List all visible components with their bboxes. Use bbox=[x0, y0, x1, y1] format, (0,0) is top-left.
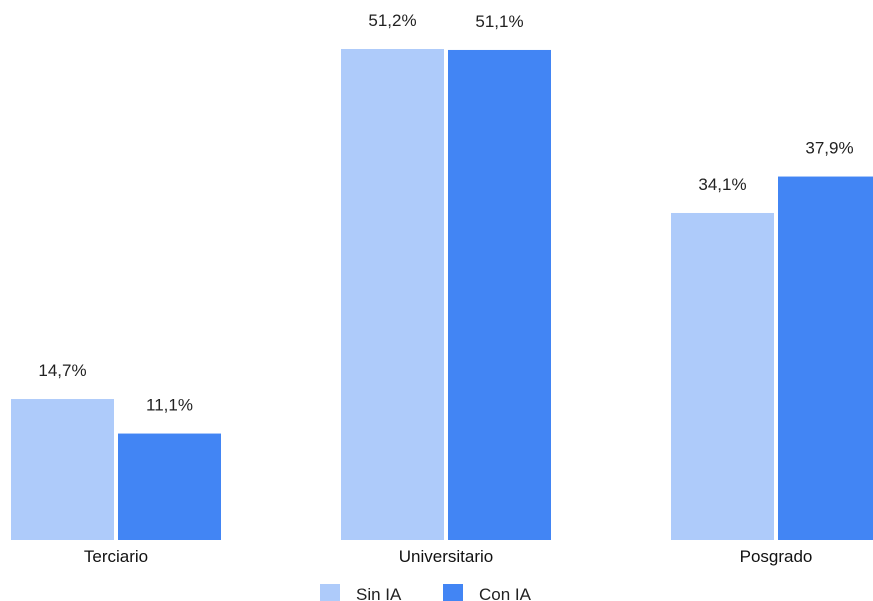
data-label-con-ia-terciario: 11,1% bbox=[146, 396, 193, 415]
data-label-con-ia-universitario: 51,1% bbox=[475, 12, 523, 31]
bar-con-ia-posgrado bbox=[778, 176, 873, 540]
bar-con-ia-terciario bbox=[118, 433, 221, 540]
data-labels-layer: 14,7% 11,1% 51,2% 51,1% 34,1% 37,9% bbox=[38, 11, 853, 415]
data-label-con-ia-posgrado: 37,9% bbox=[805, 139, 853, 158]
bar-sin-ia-posgrado bbox=[671, 212, 774, 540]
x-axis-categories: Terciario Universitario Posgrado bbox=[84, 547, 813, 566]
bar-con-ia-universitario bbox=[448, 49, 551, 540]
legend-swatch-con-ia bbox=[443, 584, 463, 601]
legend-label-sin-ia: Sin IA bbox=[356, 585, 402, 601]
bar-sin-ia-universitario bbox=[341, 49, 444, 540]
data-label-sin-ia-terciario: 14,7% bbox=[38, 361, 86, 380]
data-label-sin-ia-universitario: 51,2% bbox=[368, 11, 416, 30]
category-label-posgrado: Posgrado bbox=[740, 547, 813, 566]
legend-swatch-sin-ia bbox=[320, 584, 340, 601]
legend: Sin IA Con IA bbox=[320, 584, 532, 601]
category-label-universitario: Universitario bbox=[399, 547, 493, 566]
data-label-sin-ia-posgrado: 34,1% bbox=[698, 175, 746, 194]
bar-sin-ia-terciario bbox=[11, 399, 114, 540]
bars-layer bbox=[11, 49, 873, 540]
category-label-terciario: Terciario bbox=[84, 547, 148, 566]
legend-label-con-ia: Con IA bbox=[479, 585, 532, 601]
